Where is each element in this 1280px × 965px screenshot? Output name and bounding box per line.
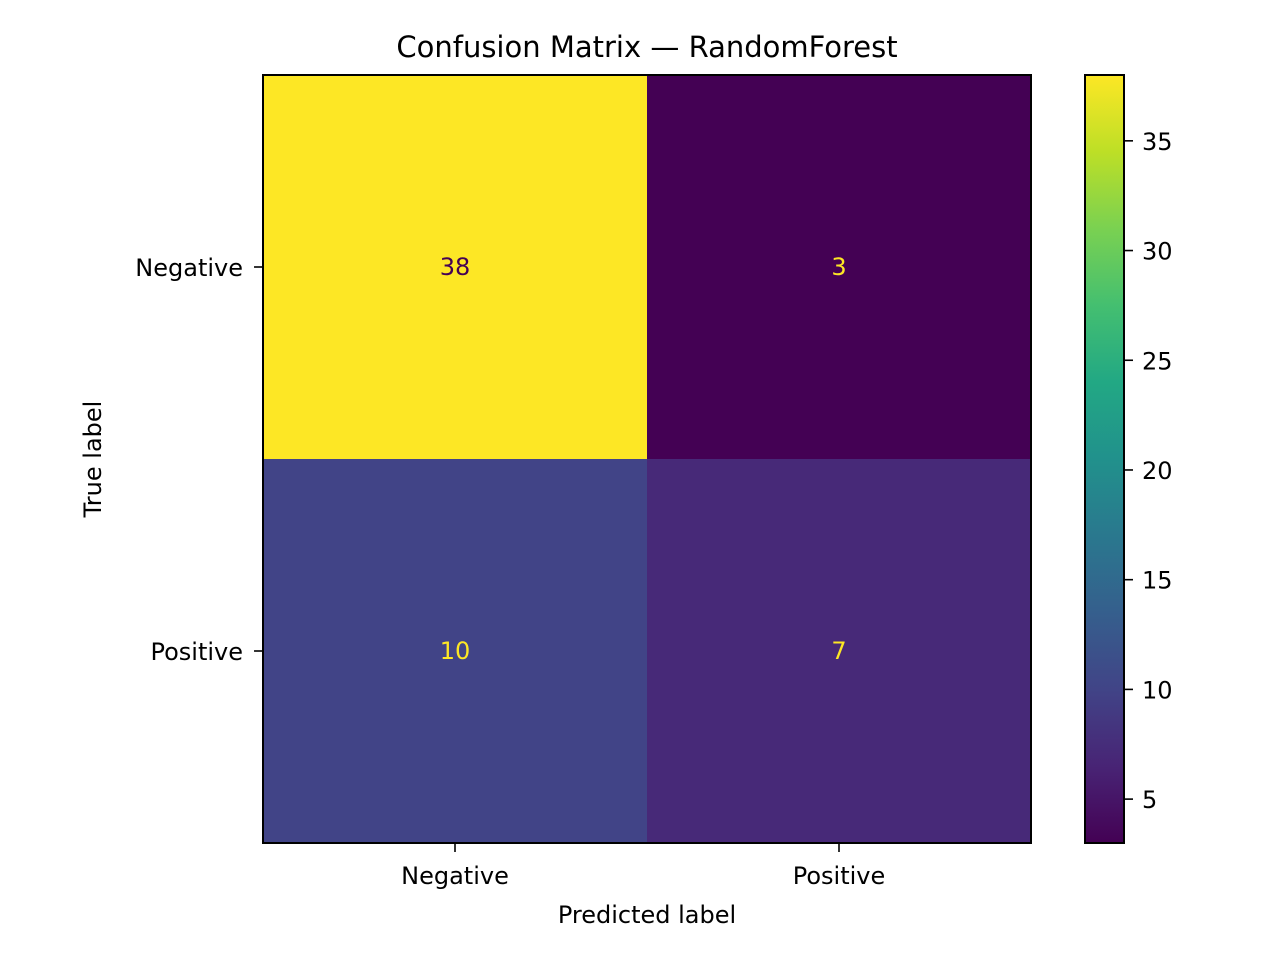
x-axis-ticks: Negative Positive <box>401 843 885 890</box>
cell-value-label: 3 <box>831 253 846 281</box>
matrix-cell-0-0 <box>263 75 647 459</box>
cell-value-label: 7 <box>831 637 846 665</box>
colorbar-tick-label: 15 <box>1142 567 1173 595</box>
colorbar-tick-label: 10 <box>1142 676 1173 704</box>
colorbar <box>1084 74 1125 844</box>
chart-title: Confusion Matrix — RandomForest <box>396 30 897 64</box>
colorbar-tick-label: 30 <box>1142 238 1173 266</box>
matrix-cell-0-1 <box>647 75 1031 459</box>
y-axis-ticks: Negative Positive <box>135 254 263 666</box>
cell-value-label: 38 <box>440 253 471 281</box>
y-axis-label: True label <box>79 401 107 519</box>
x-axis-label: Predicted label <box>558 901 736 929</box>
x-tick-label: Negative <box>401 862 509 890</box>
colorbar-tick-label: 25 <box>1142 347 1173 375</box>
cell-value-label: 10 <box>440 637 471 665</box>
matrix-cell-1-0 <box>263 459 647 843</box>
matrix-cells: 38 3 10 7 <box>263 75 1031 843</box>
colorbar-tick-label: 5 <box>1142 786 1157 814</box>
colorbar-tick-label: 20 <box>1142 457 1173 485</box>
colorbar-ticks: 5 10 15 20 25 30 35 <box>1124 128 1173 814</box>
y-tick-label: Negative <box>135 254 243 282</box>
matrix-cell-1-1 <box>647 459 1031 843</box>
matrix-frame <box>262 74 1032 844</box>
y-tick-label: Positive <box>150 638 243 666</box>
colorbar-tick-label: 35 <box>1142 128 1173 156</box>
x-tick-label: Positive <box>793 862 886 890</box>
